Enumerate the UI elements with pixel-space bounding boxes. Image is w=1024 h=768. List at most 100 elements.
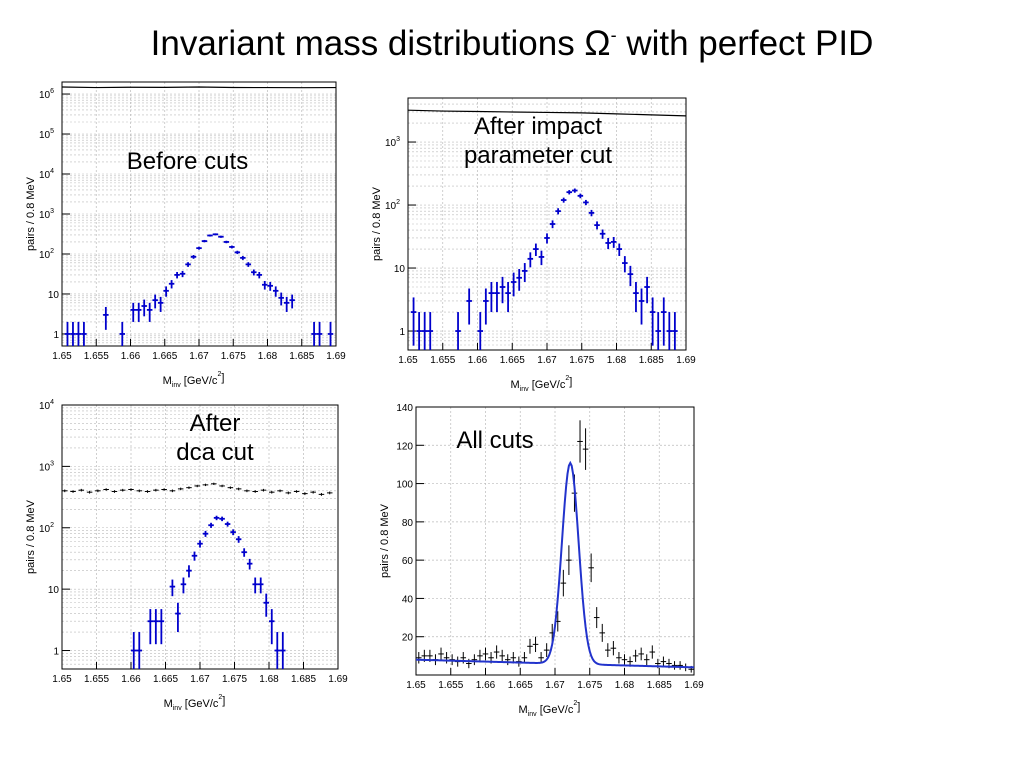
x-tick-label: 1.69 bbox=[326, 351, 346, 362]
x-axis-label: Minv [GeV/c2] bbox=[163, 371, 225, 389]
x-tick-label: 1.685 bbox=[647, 680, 672, 691]
data-point bbox=[483, 288, 489, 325]
x-tick-label: 1.65 bbox=[398, 355, 418, 366]
data-point bbox=[78, 488, 85, 492]
data-point bbox=[202, 483, 209, 487]
series-bg-line bbox=[61, 86, 337, 89]
x-tick-label: 1.68 bbox=[607, 355, 627, 366]
data-point bbox=[223, 240, 230, 244]
y-tick-label: 40 bbox=[402, 594, 414, 605]
data-point bbox=[621, 654, 628, 666]
y-tick-label: 100 bbox=[396, 480, 413, 491]
data-point bbox=[455, 312, 461, 350]
data-point bbox=[421, 312, 428, 350]
data-point bbox=[163, 286, 169, 297]
data-point bbox=[272, 286, 279, 297]
data-point bbox=[119, 488, 126, 492]
data-point bbox=[212, 233, 219, 236]
data-point bbox=[643, 654, 650, 666]
x-tick-label: 1.68 bbox=[258, 351, 278, 362]
data-point bbox=[577, 420, 583, 463]
chart-after-impact-cut: 1.65 1.655 1.66 1.665 1.67 1.675 1.68 1.685 1.69… bbox=[371, 97, 696, 393]
y-tick-label: 104 bbox=[39, 168, 54, 181]
data-point bbox=[572, 188, 578, 193]
data-point bbox=[318, 492, 325, 496]
x-tick-label: 1.655 bbox=[84, 674, 109, 685]
series-signal bbox=[410, 188, 678, 350]
data-point bbox=[293, 490, 300, 493]
data-point bbox=[532, 636, 539, 653]
y-tick-label: 102 bbox=[385, 199, 400, 212]
data-point bbox=[86, 490, 93, 494]
chart-panel-after-dca-cut: 1.65 1.655 1.66 1.665 1.67 1.675 1.68 1.685 1.69… bbox=[18, 395, 358, 713]
data-point bbox=[136, 632, 143, 669]
data-point bbox=[527, 638, 533, 654]
data-point bbox=[660, 656, 667, 667]
y-tick-label: 102 bbox=[39, 248, 54, 261]
y-tick-label: 102 bbox=[39, 522, 54, 535]
y-tick-label: 80 bbox=[402, 518, 414, 529]
data-point bbox=[185, 262, 191, 267]
data-point bbox=[260, 488, 267, 492]
x-tick-label: 1.675 bbox=[577, 680, 602, 691]
data-point bbox=[311, 321, 317, 346]
data-point bbox=[310, 490, 316, 494]
data-point bbox=[179, 270, 186, 278]
data-point bbox=[638, 288, 645, 325]
x-tick-label: 1.67 bbox=[537, 355, 557, 366]
data-point bbox=[175, 602, 181, 633]
data-point bbox=[555, 208, 561, 215]
data-point bbox=[234, 250, 241, 255]
data-point bbox=[316, 321, 323, 346]
data-point bbox=[70, 321, 76, 346]
data-point bbox=[588, 553, 594, 583]
data-point bbox=[161, 488, 167, 491]
data-point bbox=[605, 643, 611, 658]
data-point bbox=[538, 250, 545, 266]
x-tick-label: 1.685 bbox=[291, 674, 316, 685]
x-tick-label: 1.65 bbox=[406, 680, 426, 691]
data-point bbox=[202, 530, 209, 537]
data-point bbox=[267, 281, 273, 291]
x-axis-label: Minv [GeV/c2] bbox=[511, 375, 573, 393]
data-point bbox=[622, 256, 628, 273]
data-point bbox=[201, 239, 208, 243]
data-point bbox=[111, 490, 118, 493]
data-point bbox=[285, 491, 292, 495]
annotation-after-impact-cut: After impact parameter cut bbox=[463, 113, 613, 169]
x-tick-label: 1.685 bbox=[639, 355, 664, 366]
data-point bbox=[672, 312, 678, 350]
data-point bbox=[610, 236, 617, 248]
data-point bbox=[627, 265, 634, 287]
data-point bbox=[180, 577, 187, 594]
x-tick-label: 1.655 bbox=[430, 355, 455, 366]
x-tick-label: 1.66 bbox=[121, 351, 141, 362]
data-point bbox=[224, 521, 231, 527]
data-point bbox=[549, 220, 556, 229]
chart-all-cuts: 1.65 1.655 1.66 1.665 1.67 1.675 1.68 1.685 1.69… bbox=[379, 403, 704, 718]
data-point bbox=[119, 321, 126, 346]
y-tick-label: 10 bbox=[48, 290, 60, 301]
background-histogram bbox=[407, 109, 687, 117]
data-point bbox=[493, 645, 500, 659]
data-point bbox=[477, 312, 484, 350]
data-point bbox=[257, 577, 264, 594]
fit-curve bbox=[415, 460, 695, 669]
data-point bbox=[244, 489, 250, 493]
data-point bbox=[280, 632, 286, 669]
data-point bbox=[146, 302, 153, 322]
title-superscript: - bbox=[610, 25, 617, 45]
chart-after-dca-cut: 1.65 1.655 1.66 1.665 1.67 1.675 1.68 1.685 1.69… bbox=[25, 399, 348, 712]
data-point bbox=[466, 288, 472, 325]
x-tick-label: 1.655 bbox=[438, 680, 463, 691]
series-bg-points bbox=[62, 482, 333, 496]
data-point bbox=[269, 609, 275, 645]
y-tick-label: 10 bbox=[394, 264, 406, 275]
data-point bbox=[208, 522, 214, 528]
data-point bbox=[196, 246, 202, 250]
data-point bbox=[504, 654, 511, 666]
series-signal bbox=[131, 515, 286, 669]
data-point bbox=[660, 297, 667, 346]
data-point bbox=[241, 548, 247, 557]
data-point bbox=[527, 252, 534, 268]
